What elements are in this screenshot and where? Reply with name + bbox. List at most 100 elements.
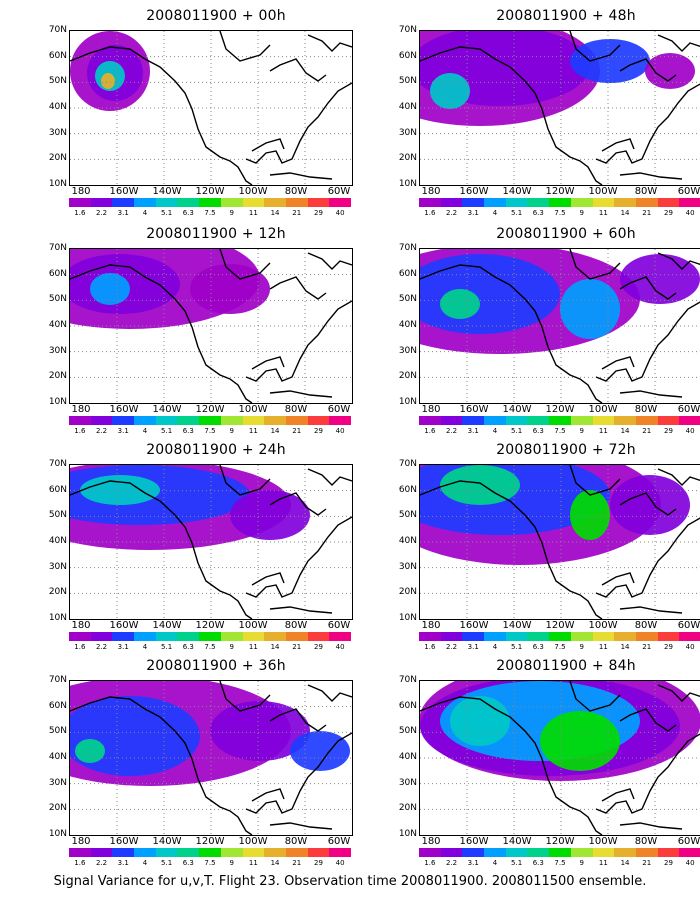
colorbar-swatch: [264, 632, 286, 641]
latitude-label: 20N: [48, 587, 67, 598]
latitude-label: 60N: [398, 50, 417, 61]
colorbar-label: 9: [579, 643, 584, 651]
colorbar: [419, 632, 700, 641]
colorbar-swatch: [505, 848, 528, 857]
longitude-label: 120W: [195, 186, 225, 197]
colorbar-swatch: [679, 848, 700, 857]
colorbar-swatch: [549, 416, 571, 425]
colorbar-label: 1.6: [74, 427, 86, 435]
colorbar-labels: 1.6 2.2 3.1 4 5.1 6.3 7.5 9 11 14 21 29 40: [419, 643, 700, 653]
coastline: [70, 31, 352, 185]
variance-contour: [230, 490, 310, 540]
latitude-label: 70N: [48, 243, 67, 253]
latitude-label: 70N: [48, 459, 67, 469]
colorbar-label: 21: [292, 859, 302, 867]
colorbar-swatch: [242, 632, 265, 641]
colorbar-swatch: [285, 848, 308, 857]
latitude-label: 30N: [48, 127, 67, 138]
colorbar-swatch: [69, 416, 91, 425]
longitude-label: 160W: [109, 404, 139, 415]
latitude-label: 10N: [398, 613, 417, 623]
colorbar-swatch: [549, 198, 571, 207]
colorbar-swatch: [614, 848, 636, 857]
colorbar-labels: 1.6 2.2 3.1 4 5.1 6.3 7.5 9 11 14 21 29 40: [419, 859, 700, 869]
map-panel: 2008011900 + 60h 70N 60N 50N 40N 30N 20N 10N 180…: [385, 226, 700, 451]
colorbar-label: 11: [598, 427, 608, 435]
colorbar-swatch: [220, 848, 243, 857]
colorbar-label: 29: [663, 427, 673, 435]
colorbar-label: 9: [579, 859, 584, 867]
longitude-label: 60W: [327, 620, 351, 631]
longitude-label: 120W: [545, 186, 575, 197]
colorbar-label: 3.1: [467, 643, 479, 651]
colorbar-swatch: [199, 198, 221, 207]
colorbar-label: 6.3: [182, 859, 194, 867]
longitude-label: 180: [71, 404, 91, 415]
variance-contour: [101, 73, 115, 89]
variance-contour: [610, 475, 690, 535]
colorbar-label: 40: [335, 427, 345, 435]
colorbar-labels: 1.6 2.2 3.1 4 5.1 6.3 7.5 9 11 14 21 29 40: [419, 209, 700, 219]
variance-contour: [440, 289, 480, 319]
map-panel: 2008011900 + 36h 70N 60N 50N 40N 30N 20N 10N 180…: [35, 658, 375, 883]
colorbar-label: 5.1: [161, 859, 173, 867]
colorbar-swatch: [527, 416, 550, 425]
colorbar-label: 3.1: [117, 859, 129, 867]
latitude-label: 10N: [398, 829, 417, 839]
map-area: [419, 30, 700, 186]
colorbar-swatch: [329, 632, 351, 641]
colorbar-label: 40: [685, 643, 695, 651]
colorbar-swatch: [570, 632, 593, 641]
longitude-label: 100W: [588, 186, 618, 197]
latitude-label: 70N: [398, 25, 417, 35]
variance-contour: [570, 490, 610, 540]
colorbar: [69, 198, 351, 207]
colorbar-label: 21: [642, 209, 652, 217]
colorbar-swatch: [220, 198, 243, 207]
colorbar-swatch: [462, 632, 485, 641]
variance-contour: [620, 254, 700, 304]
longitude-label: 180: [421, 836, 441, 847]
latitude-label: 10N: [398, 397, 417, 407]
latitude-label: 20N: [48, 153, 67, 164]
colorbar-label: 40: [335, 209, 345, 217]
colorbar-swatch: [614, 632, 636, 641]
colorbar-label: 14: [270, 643, 280, 651]
latitude-label: 60N: [48, 50, 67, 61]
colorbar-swatch: [112, 632, 135, 641]
colorbar-label: 1.6: [74, 859, 86, 867]
latitude-label: 60N: [398, 700, 417, 711]
latitude-label: 50N: [398, 76, 417, 87]
colorbar: [69, 416, 351, 425]
variance-contour: [80, 475, 160, 505]
colorbar-swatch: [419, 848, 441, 857]
longitude-label: 60W: [677, 836, 700, 847]
colorbar-swatch: [177, 848, 200, 857]
colorbar-swatch: [635, 416, 658, 425]
latitude-label: 60N: [48, 700, 67, 711]
panel-title: 2008011900 + 12h: [146, 226, 286, 242]
latitude-label: 40N: [398, 752, 417, 762]
colorbar-label: 2.2: [95, 209, 108, 217]
latitude-label: 10N: [48, 829, 67, 839]
colorbar-swatch: [505, 198, 528, 207]
panel-title: 2008011900 + 36h: [146, 658, 286, 674]
colorbar-label: 21: [642, 859, 652, 867]
longitude-label: 180: [71, 186, 91, 197]
colorbar-label: 4: [492, 859, 498, 867]
colorbar-label: 9: [579, 427, 584, 435]
colorbar-label: 40: [335, 859, 345, 867]
latitude-label: 70N: [48, 25, 67, 35]
longitude-label: 60W: [327, 836, 351, 847]
longitude-label: 60W: [677, 186, 700, 197]
colorbar-swatch: [155, 198, 178, 207]
map-area: [69, 464, 353, 620]
colorbar-swatch: [264, 848, 286, 857]
colorbar: [419, 416, 700, 425]
latitude-label: 70N: [398, 675, 417, 685]
coastline: [70, 249, 352, 403]
colorbar-swatch: [199, 848, 221, 857]
coastline: [70, 465, 352, 619]
colorbar: [419, 848, 700, 857]
colorbar-label: 40: [685, 427, 695, 435]
